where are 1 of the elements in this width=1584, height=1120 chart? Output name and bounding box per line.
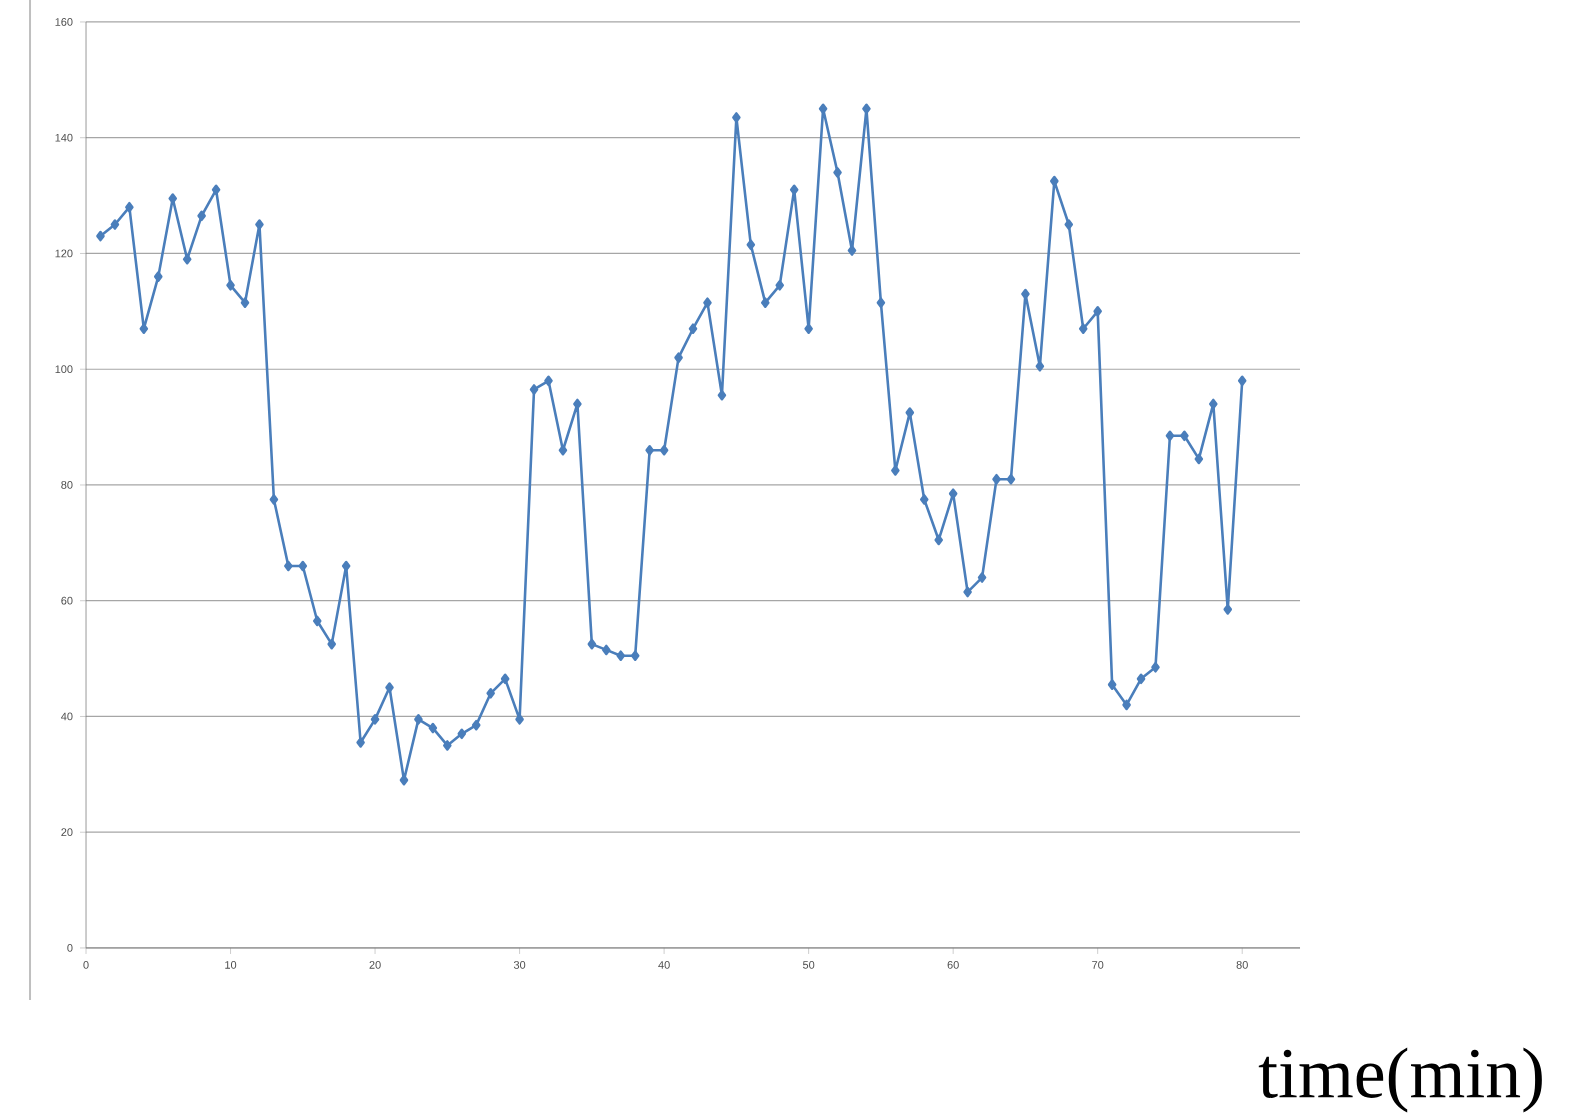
x-axis-title: time(min) [1258,1047,1542,1113]
